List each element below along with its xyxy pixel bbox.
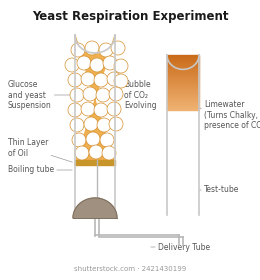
Polygon shape xyxy=(167,99,199,100)
Circle shape xyxy=(111,41,125,55)
Polygon shape xyxy=(167,58,199,59)
Circle shape xyxy=(109,87,123,101)
Polygon shape xyxy=(167,56,199,57)
Polygon shape xyxy=(167,106,199,107)
Polygon shape xyxy=(167,100,199,101)
Text: Delivery Tube: Delivery Tube xyxy=(151,242,210,251)
Circle shape xyxy=(83,87,97,101)
Circle shape xyxy=(81,102,95,116)
Circle shape xyxy=(97,118,111,132)
Circle shape xyxy=(114,59,128,73)
Polygon shape xyxy=(167,57,199,58)
Polygon shape xyxy=(167,98,199,99)
Text: Limewater
(Turns Chalky,
presence of CO₂): Limewater (Turns Chalky, presence of CO₂… xyxy=(199,100,260,130)
Polygon shape xyxy=(167,73,199,74)
Polygon shape xyxy=(167,75,199,76)
Polygon shape xyxy=(167,97,199,98)
Circle shape xyxy=(70,118,84,132)
Polygon shape xyxy=(167,62,199,63)
Circle shape xyxy=(75,146,89,160)
Circle shape xyxy=(70,88,84,102)
Polygon shape xyxy=(167,78,199,79)
Text: Glucose
and yeast
Suspension: Glucose and yeast Suspension xyxy=(8,80,72,110)
Polygon shape xyxy=(167,55,199,56)
Polygon shape xyxy=(167,66,199,67)
Circle shape xyxy=(107,72,121,86)
Text: Boiling tube: Boiling tube xyxy=(8,165,72,174)
Polygon shape xyxy=(167,102,199,103)
Polygon shape xyxy=(167,94,199,95)
Polygon shape xyxy=(167,104,199,106)
Polygon shape xyxy=(167,80,199,81)
Polygon shape xyxy=(167,95,199,96)
Circle shape xyxy=(72,133,86,147)
Polygon shape xyxy=(167,83,199,84)
Polygon shape xyxy=(167,86,199,87)
Polygon shape xyxy=(167,71,199,73)
Polygon shape xyxy=(167,59,199,60)
Polygon shape xyxy=(167,65,199,66)
Polygon shape xyxy=(167,70,199,71)
Circle shape xyxy=(68,73,82,87)
Circle shape xyxy=(84,117,98,131)
Circle shape xyxy=(65,58,79,72)
Polygon shape xyxy=(167,103,199,104)
Polygon shape xyxy=(167,91,199,92)
Circle shape xyxy=(86,132,100,146)
Polygon shape xyxy=(75,160,115,165)
Polygon shape xyxy=(167,68,199,69)
Polygon shape xyxy=(167,76,199,77)
Polygon shape xyxy=(167,67,199,68)
Text: Yeast Respiration Experiment: Yeast Respiration Experiment xyxy=(32,10,228,23)
Circle shape xyxy=(94,73,108,87)
Polygon shape xyxy=(75,35,115,165)
Polygon shape xyxy=(167,89,199,90)
Polygon shape xyxy=(167,64,199,65)
Polygon shape xyxy=(167,96,199,97)
Polygon shape xyxy=(167,109,199,110)
Polygon shape xyxy=(167,88,199,89)
Circle shape xyxy=(102,146,116,160)
Polygon shape xyxy=(167,87,199,88)
Polygon shape xyxy=(167,77,199,78)
Circle shape xyxy=(71,43,85,57)
Polygon shape xyxy=(167,63,199,64)
Circle shape xyxy=(99,43,113,57)
Polygon shape xyxy=(167,90,199,91)
Circle shape xyxy=(77,56,91,70)
Polygon shape xyxy=(73,198,117,218)
Circle shape xyxy=(96,88,110,102)
Circle shape xyxy=(81,72,95,86)
Polygon shape xyxy=(167,69,199,70)
Polygon shape xyxy=(167,79,199,80)
Polygon shape xyxy=(167,101,199,102)
Circle shape xyxy=(114,74,128,88)
Polygon shape xyxy=(167,107,199,108)
Text: Thin Layer
of Oil: Thin Layer of Oil xyxy=(8,138,72,162)
Polygon shape xyxy=(167,74,199,75)
Circle shape xyxy=(89,145,103,159)
Polygon shape xyxy=(167,60,199,62)
Circle shape xyxy=(107,102,121,116)
Circle shape xyxy=(100,133,114,147)
Circle shape xyxy=(85,41,99,55)
Circle shape xyxy=(103,56,117,70)
Circle shape xyxy=(94,103,108,117)
Polygon shape xyxy=(167,92,199,94)
Text: shutterstock.com · 2421430199: shutterstock.com · 2421430199 xyxy=(74,266,186,272)
Polygon shape xyxy=(167,85,199,86)
Polygon shape xyxy=(167,81,199,83)
Circle shape xyxy=(109,117,123,131)
Text: Test-tube: Test-tube xyxy=(199,186,239,195)
Circle shape xyxy=(90,58,104,72)
Text: Bubble
of CO₂
Evolving: Bubble of CO₂ Evolving xyxy=(118,80,157,110)
Polygon shape xyxy=(167,108,199,109)
Polygon shape xyxy=(167,84,199,85)
Circle shape xyxy=(68,103,82,117)
